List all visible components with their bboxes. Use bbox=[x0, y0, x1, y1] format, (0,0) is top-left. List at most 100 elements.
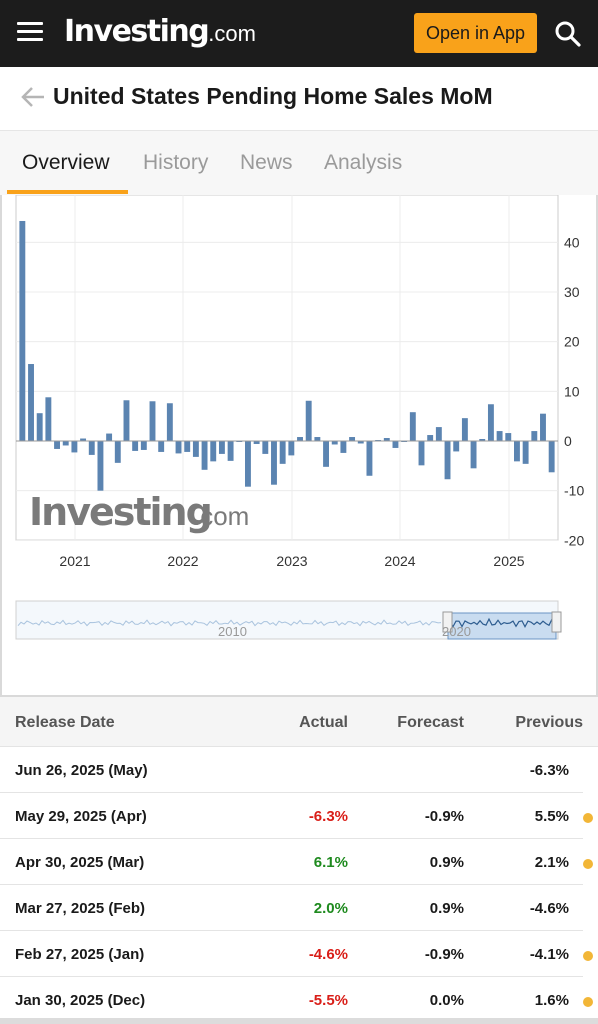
table-row[interactable]: Mar 27, 2025 (Feb) 2.0% 0.9% -4.6% bbox=[0, 885, 598, 931]
chart-bar[interactable] bbox=[418, 441, 425, 466]
chart-bar[interactable] bbox=[314, 437, 321, 441]
chart-bar[interactable] bbox=[132, 441, 139, 451]
chart-bar[interactable] bbox=[505, 433, 512, 441]
open-in-app-button[interactable]: Open in App bbox=[414, 13, 537, 53]
bar-chart[interactable]: Investing.com -20 -10 0 10 20 30 40 2021 2022 2023… bbox=[2, 195, 596, 695]
table-row[interactable]: Jun 26, 2025 (May) -6.3% bbox=[0, 747, 598, 793]
tab-news[interactable]: News bbox=[240, 151, 293, 174]
chart-bar[interactable] bbox=[97, 441, 104, 491]
tab-bar: Overview History News Analysis bbox=[0, 131, 598, 195]
chart-bar[interactable] bbox=[297, 437, 303, 441]
active-tab-indicator bbox=[7, 190, 128, 194]
chart-bar[interactable] bbox=[444, 441, 451, 480]
chart-bar[interactable] bbox=[80, 438, 87, 441]
navigator-selected-line bbox=[449, 617, 553, 628]
chart-bar[interactable] bbox=[45, 397, 52, 441]
release-table: Release Date Actual Forecast Previous Ju… bbox=[0, 697, 598, 1024]
table-row[interactable]: May 29, 2025 (Apr) -6.3% -0.9% 5.5% bbox=[0, 793, 598, 839]
release-date-cell: May 29, 2025 (Apr) bbox=[15, 808, 147, 825]
chart-bar[interactable] bbox=[340, 441, 347, 453]
chart-bar[interactable] bbox=[262, 441, 269, 454]
tab-history[interactable]: History bbox=[143, 151, 209, 174]
actual-cell: -6.3% bbox=[308, 808, 348, 825]
chart-bar[interactable] bbox=[383, 438, 390, 441]
tab-overview[interactable]: Overview bbox=[22, 151, 110, 174]
release-date-cell: Apr 30, 2025 (Mar) bbox=[15, 854, 145, 871]
table-row[interactable]: Feb 27, 2025 (Jan) -4.6% -0.9% -4.1% bbox=[0, 931, 598, 977]
chart-bar[interactable] bbox=[54, 441, 60, 449]
chart-bar[interactable] bbox=[392, 441, 399, 448]
x-tick-label: 2021 bbox=[59, 553, 90, 569]
chart-bar[interactable] bbox=[123, 400, 130, 441]
row-divider bbox=[0, 976, 583, 977]
chart-bar[interactable] bbox=[540, 413, 546, 441]
chart-bar[interactable] bbox=[357, 441, 364, 444]
chart-bar[interactable] bbox=[210, 441, 217, 462]
chart-bar[interactable] bbox=[192, 441, 199, 457]
release-date-cell: Jun 26, 2025 (May) bbox=[15, 762, 148, 779]
investing-logo[interactable]: Investing.com bbox=[64, 14, 256, 49]
chart-bar[interactable] bbox=[28, 364, 34, 441]
row-divider bbox=[0, 930, 583, 931]
chart-bar[interactable] bbox=[175, 441, 182, 454]
chart-bar[interactable] bbox=[253, 441, 260, 444]
chart-bar[interactable] bbox=[184, 441, 191, 452]
chart-bar[interactable] bbox=[218, 441, 225, 454]
chart-bar[interactable] bbox=[88, 441, 95, 455]
y-tick-label: 40 bbox=[564, 234, 580, 250]
chart-bar[interactable] bbox=[531, 431, 538, 441]
title-bar: United States Pending Home Sales MoM bbox=[0, 67, 598, 131]
chart-bar[interactable] bbox=[62, 441, 69, 446]
chart-bar[interactable] bbox=[271, 441, 277, 485]
chart-bar[interactable] bbox=[114, 441, 121, 463]
back-arrow-icon[interactable] bbox=[20, 85, 46, 109]
previous-cell: -4.1% bbox=[529, 946, 569, 963]
navigator-selected-range[interactable] bbox=[447, 612, 557, 640]
table-row[interactable]: Apr 30, 2025 (Mar) 6.1% 0.9% 2.1% bbox=[0, 839, 598, 885]
forecast-cell: 0.9% bbox=[429, 854, 464, 871]
chart-bar[interactable] bbox=[409, 412, 416, 441]
chart-bar[interactable] bbox=[435, 427, 442, 441]
chart-bar[interactable] bbox=[106, 433, 113, 441]
chart-bar[interactable] bbox=[496, 431, 503, 441]
chart-bar[interactable] bbox=[288, 441, 295, 456]
chart-bar[interactable] bbox=[305, 400, 312, 441]
chart-bar[interactable] bbox=[19, 220, 26, 441]
chart-bar[interactable] bbox=[227, 441, 234, 461]
chart-bar[interactable] bbox=[514, 441, 520, 462]
chart-bar[interactable] bbox=[149, 401, 156, 441]
chart-bar[interactable] bbox=[331, 441, 338, 445]
chart-bar[interactable] bbox=[427, 435, 434, 441]
chart-bar[interactable] bbox=[245, 441, 251, 487]
chart-bar[interactable] bbox=[349, 437, 356, 441]
row-divider bbox=[0, 838, 583, 839]
chart-bar[interactable] bbox=[453, 441, 460, 452]
chart-bar[interactable] bbox=[323, 441, 329, 467]
chart-bar[interactable] bbox=[71, 441, 78, 453]
chart-bar[interactable] bbox=[522, 441, 529, 464]
search-icon[interactable] bbox=[554, 20, 582, 48]
chart-bar[interactable] bbox=[36, 413, 43, 441]
chart-bar[interactable] bbox=[366, 441, 373, 476]
navigator-left-handle[interactable] bbox=[442, 611, 453, 633]
chart-bar[interactable] bbox=[140, 441, 147, 450]
chart-bar[interactable] bbox=[279, 441, 286, 464]
chart-bar[interactable] bbox=[487, 404, 494, 441]
revision-indicator-icon bbox=[583, 813, 593, 823]
chart-bar[interactable] bbox=[479, 439, 486, 441]
chart-bar[interactable] bbox=[461, 418, 468, 441]
previous-cell: -6.3% bbox=[529, 762, 569, 779]
table-row[interactable]: Jan 30, 2025 (Dec) -5.5% 0.0% 1.6% bbox=[0, 977, 598, 1023]
navigator-right-handle[interactable] bbox=[551, 611, 562, 633]
row-divider bbox=[0, 884, 583, 885]
chart-bar[interactable] bbox=[166, 403, 173, 441]
tab-analysis[interactable]: Analysis bbox=[324, 151, 403, 174]
chart-bar[interactable] bbox=[201, 441, 208, 470]
chart-bar[interactable] bbox=[158, 441, 165, 452]
chart-bar[interactable] bbox=[470, 441, 477, 469]
forecast-cell: -0.9% bbox=[424, 808, 464, 825]
previous-cell: 1.6% bbox=[534, 992, 569, 1009]
page-title: United States Pending Home Sales MoM bbox=[53, 83, 493, 109]
hamburger-menu-icon[interactable] bbox=[17, 22, 43, 42]
chart-bar[interactable] bbox=[548, 441, 555, 473]
